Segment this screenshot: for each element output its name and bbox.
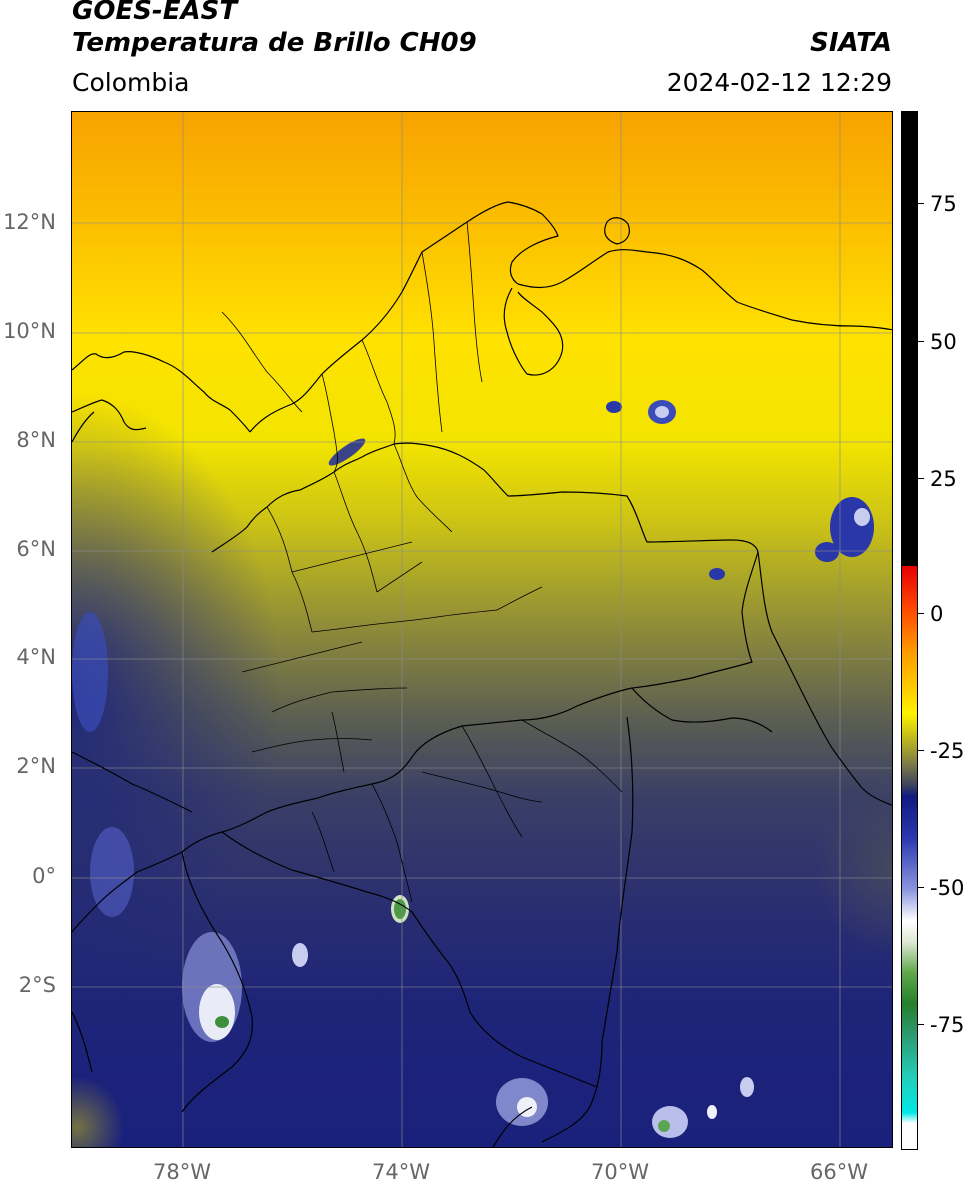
colorbar-label-25: 25 <box>930 467 957 491</box>
department-borders <box>221 221 623 903</box>
colorbar-label-0: 0 <box>930 602 944 626</box>
borders <box>72 201 892 1147</box>
colorbar-tick <box>918 203 924 204</box>
lon-label-78W: 78°W <box>153 1160 211 1184</box>
colorbar-scale <box>902 112 917 1149</box>
colorbar-tick <box>918 750 924 751</box>
lon-label-70W: 70°W <box>591 1160 649 1184</box>
lat-label-2S: 2°S <box>18 973 56 997</box>
colorbar-label-minus25: -25 <box>930 739 965 763</box>
colorbar-label-minus75: -75 <box>930 1013 965 1037</box>
colorbar-label-75: 75 <box>930 192 957 216</box>
satellite-map[interactable] <box>71 111 893 1148</box>
colorbar-tick <box>918 1024 924 1025</box>
product-title: Temperatura de Brillo CH09 <box>72 28 477 58</box>
lat-label-0: 0° <box>32 864 56 888</box>
lon-label-66W: 66°W <box>810 1160 868 1184</box>
lon-label-74W: 74°W <box>372 1160 430 1184</box>
eastern-shade <box>632 652 892 952</box>
lat-label-6N: 6°N <box>16 537 56 561</box>
colorbar-label-50: 50 <box>930 330 957 354</box>
lat-label-10N: 10°N <box>3 319 56 343</box>
graticule <box>72 112 892 1147</box>
colorbar-tick <box>918 887 924 888</box>
colorbar <box>901 111 918 1150</box>
lat-label-12N: 12°N <box>3 210 56 234</box>
map-canvas <box>72 112 892 1147</box>
agency-label: SIATA <box>810 28 892 58</box>
region-label: Colombia <box>72 68 190 97</box>
colorbar-tick <box>918 613 924 614</box>
lat-label-4N: 4°N <box>16 645 56 669</box>
colorbar-tick <box>918 341 924 342</box>
colorbar-label-minus50: -50 <box>930 876 965 900</box>
satellite-title: GOES-EAST <box>72 0 238 26</box>
lat-label-2N: 2°N <box>16 754 56 778</box>
colorbar-tick <box>918 478 924 479</box>
lat-label-8N: 8°N <box>16 428 56 452</box>
datetime-label: 2024-02-12 12:29 <box>666 68 892 97</box>
